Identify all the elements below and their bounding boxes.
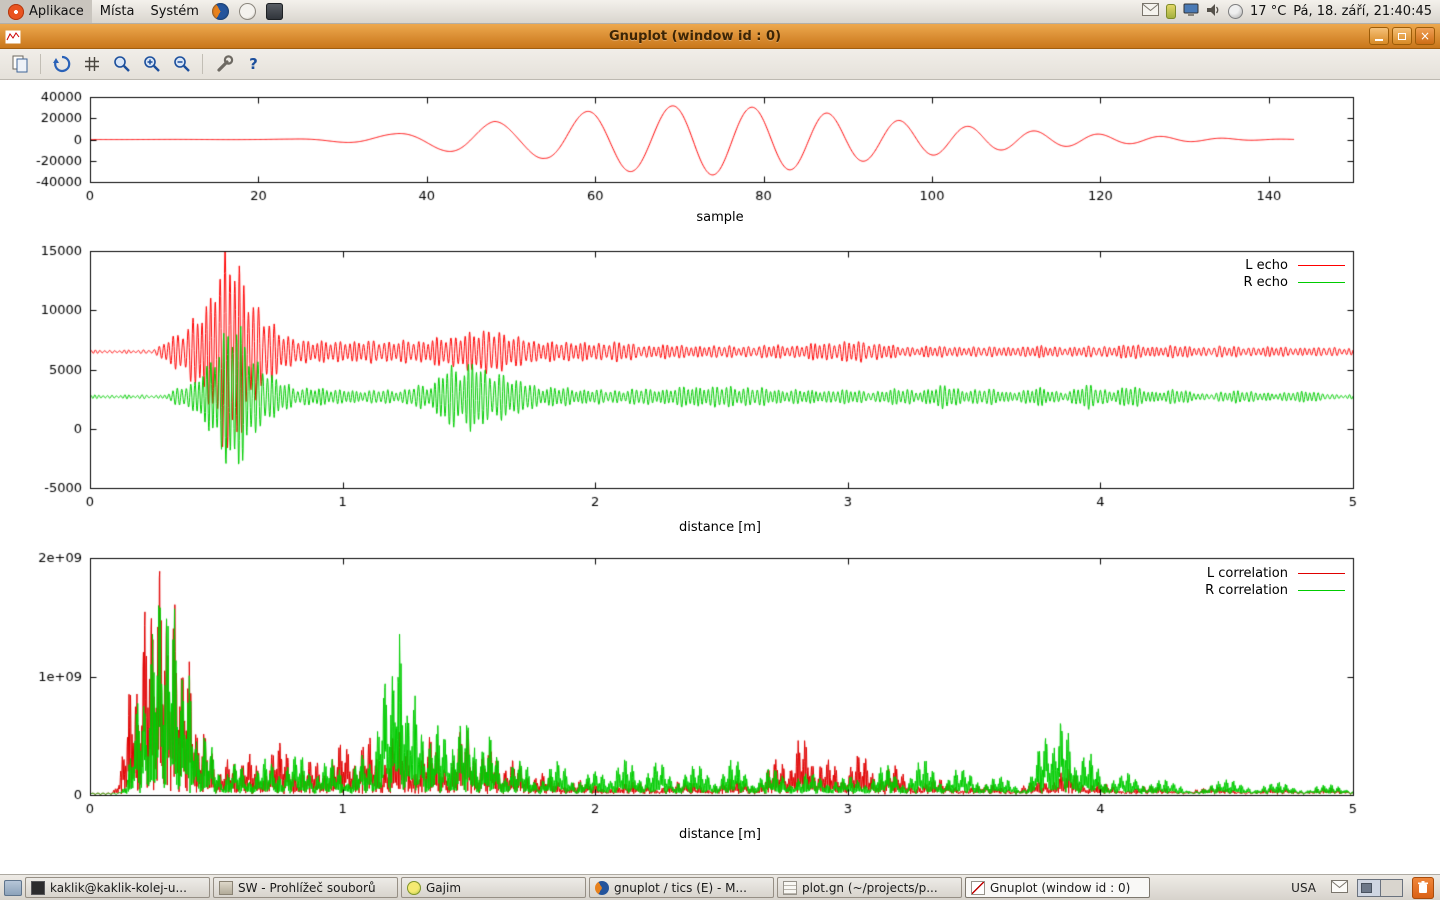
maximize-button[interactable] <box>1392 27 1412 45</box>
firefox-icon <box>595 880 609 895</box>
clock[interactable]: Pá, 18. září, 21:40:45 <box>1293 4 1432 19</box>
window-title: Gnuplot (window id : 0) <box>608 28 782 44</box>
ubuntu-logo-icon <box>8 3 24 20</box>
legend-label: L correlation <box>1206 565 1288 581</box>
taskbar-button-label: gnuplot / tics (E) - M... <box>614 880 747 895</box>
show-desktop-icon[interactable] <box>4 879 22 896</box>
taskbar-button-gajim[interactable]: Gajim <box>401 877 586 898</box>
legend-line-sample <box>1298 572 1345 574</box>
chart-sample-waveform: sample <box>0 80 1440 230</box>
window-controls: × <box>1369 27 1435 45</box>
titlebar[interactable]: Gnuplot (window id : 0) × <box>0 24 1440 49</box>
legend-label: R echo <box>1243 274 1288 290</box>
menu-applications[interactable]: Aplikace <box>0 0 92 23</box>
gnuplot-icon <box>971 880 985 895</box>
grid-icon[interactable] <box>78 51 105 77</box>
taskbar-button-gnuplot[interactable]: Gnuplot (window id : 0) <box>965 877 1150 898</box>
terminal-icon <box>31 880 45 895</box>
screenshot-launcher-icon[interactable] <box>265 3 283 20</box>
workspace-switcher[interactable] <box>1357 878 1403 897</box>
window-toolbar: ? <box>0 49 1440 80</box>
chart-xlabel: distance [m] <box>678 520 762 535</box>
toolbar-separator <box>202 54 203 74</box>
mail-icon[interactable] <box>1142 3 1160 20</box>
chart-echo-canvas[interactable] <box>0 230 1440 540</box>
legend-line-sample <box>1298 589 1345 591</box>
toolbar-separator <box>40 54 41 74</box>
workspace-1[interactable] <box>1358 879 1380 896</box>
chart-correlation-canvas[interactable] <box>0 540 1440 850</box>
weather-icon[interactable] <box>1228 4 1244 19</box>
autoscale-icon[interactable] <box>168 51 195 77</box>
close-button[interactable]: × <box>1415 27 1435 45</box>
legend-line-sample <box>1298 264 1345 266</box>
taskbar-button-browser[interactable]: gnuplot / tics (E) - M... <box>589 877 774 898</box>
temperature-indicator[interactable]: 17 °C <box>1250 4 1287 19</box>
help-launcher-icon[interactable] <box>238 3 256 20</box>
gnuplot-window-icon <box>5 29 21 44</box>
zoom-previous-icon[interactable] <box>108 51 135 77</box>
legend-entry: R echo <box>1243 274 1345 290</box>
copy-icon[interactable] <box>6 51 33 77</box>
chart-echo: L echo R echo distance [m] <box>0 230 1440 540</box>
text-editor-icon <box>783 880 797 895</box>
taskbar-button-label: kaklik@kaklik-kolej-u... <box>50 880 187 895</box>
legend-line-sample <box>1298 281 1345 283</box>
trash-icon[interactable] <box>1412 876 1434 899</box>
panel-tray: 17 °C Pá, 18. září, 21:40:45 <box>1142 0 1440 23</box>
chart-echo-legend: L echo R echo <box>1243 257 1345 290</box>
volume-icon[interactable] <box>1206 3 1221 21</box>
workspace-2[interactable] <box>1379 879 1402 896</box>
chart-correlation-legend: L correlation R correlation <box>1205 565 1345 598</box>
taskbar-button-editor[interactable]: plot.gn (~/projects/p... <box>777 877 962 898</box>
top-panel: Aplikace Místa Systém 17 °C <box>0 0 1440 24</box>
taskbar: kaklik@kaklik-kolej-u... SW - Prohlížeč … <box>0 874 1440 900</box>
help-icon[interactable]: ? <box>249 55 258 73</box>
menu-system[interactable]: Systém <box>142 0 206 23</box>
chart-sample-waveform-canvas[interactable] <box>0 80 1440 230</box>
workspace-window-thumb <box>1361 882 1372 893</box>
panel-menus: Aplikace Místa Systém <box>0 0 288 23</box>
taskbar-right: USA <box>1285 876 1436 899</box>
gnuplot-window: Gnuplot (window id : 0) × <box>0 24 1440 874</box>
taskbar-button-label: Gnuplot (window id : 0) <box>990 880 1131 895</box>
menu-places[interactable]: Místa <box>92 0 143 23</box>
taskbar-button-label: plot.gn (~/projects/p... <box>802 880 938 895</box>
taskbar-button-label: Gajim <box>426 880 462 895</box>
menu-system-label: Systém <box>150 4 199 19</box>
legend-label: R correlation <box>1205 582 1288 598</box>
keyboard-layout-indicator[interactable]: USA <box>1291 880 1316 895</box>
key-icon[interactable] <box>1166 4 1177 19</box>
menu-applications-label: Aplikace <box>29 4 84 19</box>
config-icon[interactable] <box>210 51 237 77</box>
firefox-launcher-icon[interactable] <box>211 3 229 20</box>
chart-xlabel: sample <box>696 210 744 225</box>
mail-icon[interactable] <box>1331 879 1348 896</box>
menu-places-label: Místa <box>99 4 135 19</box>
chart-xlabel: distance [m] <box>678 827 762 842</box>
legend-entry: L correlation <box>1205 565 1345 581</box>
replot-icon[interactable] <box>48 51 75 77</box>
file-manager-icon <box>219 880 233 895</box>
taskbar-button-terminal[interactable]: kaklik@kaklik-kolej-u... <box>25 877 210 898</box>
legend-entry: R correlation <box>1205 582 1345 598</box>
chart-correlation: L correlation R correlation distance [m] <box>0 540 1440 850</box>
taskbar-button-file-manager[interactable]: SW - Prohlížeč souborů <box>213 877 398 898</box>
display-icon[interactable] <box>1183 3 1199 21</box>
minimize-button[interactable] <box>1369 27 1389 45</box>
legend-label: L echo <box>1245 257 1288 273</box>
gajim-icon <box>407 880 421 895</box>
taskbar-button-label: SW - Prohlížeč souborů <box>238 880 376 895</box>
plot-region: sample L echo R echo distance [m] <box>0 80 1440 874</box>
legend-entry: L echo <box>1243 257 1345 273</box>
zoom-next-icon[interactable] <box>138 51 165 77</box>
